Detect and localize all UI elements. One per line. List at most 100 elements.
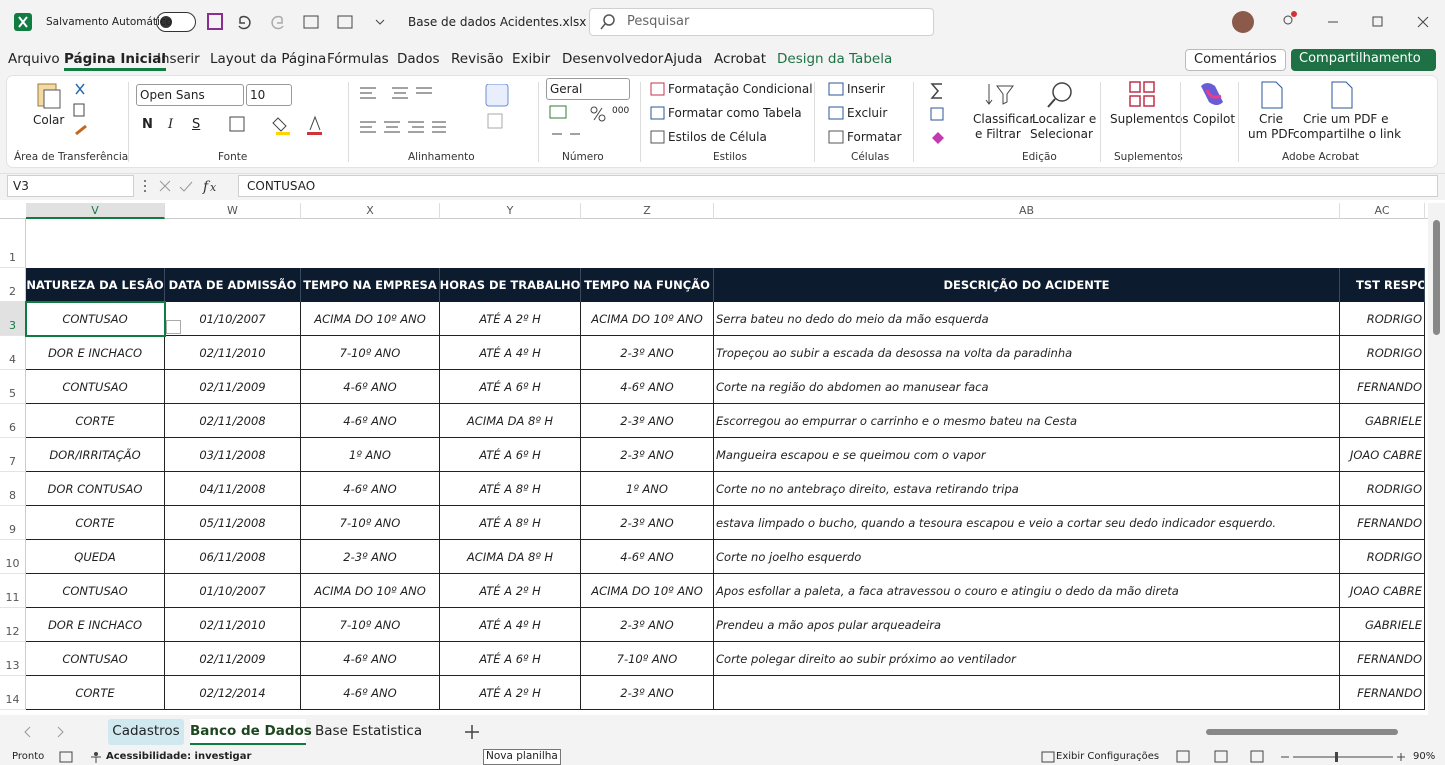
number-format-select[interactable]: Geral (546, 78, 630, 100)
menu-tab[interactable]: Arquivo (8, 51, 60, 67)
share-pdf-button[interactable]: compartilhe o link (1293, 127, 1402, 141)
table-cell: RODRIGO (1340, 336, 1425, 370)
table-cell: 2-3º ANO (581, 336, 714, 370)
number-tools[interactable] (546, 104, 610, 144)
styles-button[interactable]: Estilos de Célula (668, 130, 767, 144)
name-box[interactable] (7, 175, 134, 197)
add-sheet-button-glyph (465, 725, 479, 739)
create-pdf-button[interactable]: um PDF (1248, 127, 1295, 141)
sheet-tab[interactable]: Cadastros (108, 719, 184, 745)
italic-button[interactable]: I (168, 117, 174, 132)
editing-icons[interactable] (928, 80, 968, 144)
zoom-controls[interactable] (1175, 749, 1405, 765)
accessibility-status[interactable]: Acessibilidade: investigar (106, 751, 252, 762)
table-cell: ATÉ A 2º H (440, 676, 581, 710)
share-pdf-button[interactable]: Crie um PDF e (1303, 112, 1389, 126)
display-settings[interactable]: Exibir Configurações (1056, 751, 1160, 762)
acrobat-icons[interactable] (1258, 80, 1368, 110)
sheet-tab[interactable]: Base Estatistica (315, 723, 423, 739)
macro-record-glyph (59, 751, 73, 763)
sort-filter-button[interactable]: Classificar (973, 112, 1035, 126)
font-size-select[interactable]: 10 (246, 84, 292, 106)
macro-record[interactable] (58, 750, 74, 764)
create-pdf-button[interactable]: Crie (1259, 112, 1284, 126)
cells-button[interactable]: Formatar (847, 130, 902, 144)
search-box[interactable] (589, 8, 934, 36)
bold-button[interactable]: N (142, 117, 153, 132)
underline-button[interactable]: S (192, 117, 201, 132)
alignment-tools-glyph (360, 83, 509, 133)
share-button[interactable]: Compartilhamento (1291, 49, 1436, 71)
quick-access-toolbar[interactable] (206, 13, 386, 31)
table-cell: Serra bateu no dedo do meio da mão esque… (714, 302, 1340, 336)
display-icon[interactable] (1040, 750, 1056, 764)
group-separator (913, 82, 914, 162)
menu-tab[interactable]: Fórmulas (327, 51, 389, 67)
cells-button[interactable]: Excluir (847, 106, 888, 120)
table-cell: GABRIELE (1340, 404, 1425, 438)
autosave-toggle[interactable] (156, 12, 196, 32)
zoom-controls-glyph (1176, 750, 1405, 763)
row-header: 14 (0, 676, 26, 710)
group-separator (1100, 82, 1101, 162)
alignment-tools[interactable] (356, 83, 536, 144)
copilot-icon[interactable] (1197, 80, 1227, 110)
paste-button[interactable]: Colar (33, 113, 65, 127)
table-cell: CONTUSAO (26, 370, 165, 404)
sort-filter-button[interactable]: e Filtrar (975, 127, 1021, 141)
table-cell: 4-6º ANO (301, 642, 440, 676)
menu-tab[interactable]: Revisão (451, 51, 504, 67)
number-tools-glyph (549, 105, 606, 135)
menu-tab[interactable]: Página Inicial (64, 51, 166, 71)
dropdown-button[interactable] (166, 320, 181, 334)
addins-button[interactable]: Suplementos (1110, 112, 1189, 126)
menu-tab[interactable]: Exibir (512, 51, 551, 67)
table-cell: Corte no no antebraço direito, estava re… (714, 472, 1340, 506)
cells-icons[interactable] (827, 80, 845, 144)
table-cell: ATÉ A 4º H (440, 336, 581, 370)
thousands-button[interactable]: 000 (612, 106, 630, 116)
cell-reference: V3 (13, 179, 29, 193)
table-cell: QUEDA (26, 540, 165, 574)
formula-input[interactable] (238, 175, 1438, 197)
scroll-thumb[interactable] (1433, 220, 1440, 335)
menu-tab[interactable]: Ajuda (664, 51, 703, 67)
find-select-button[interactable]: Localizar e (1032, 112, 1097, 126)
window-controls[interactable] (1280, 10, 1440, 34)
user-avatar[interactable] (1232, 11, 1254, 33)
menu-tab[interactable]: Dados (397, 51, 440, 67)
accessibility-icon[interactable] (88, 750, 104, 764)
styles-button[interactable]: Formatação Condicional (668, 82, 813, 96)
sort-icon[interactable] (985, 80, 1015, 110)
search-placeholder[interactable]: Pesquisar (627, 14, 690, 29)
font-name-select[interactable]: Open Sans (136, 84, 244, 106)
group-separator (814, 82, 815, 162)
vertical-scrollbar[interactable] (1428, 203, 1445, 715)
comments-button[interactable]: Comentários (1185, 49, 1286, 71)
table-cell: ACIMA DA 8º H (440, 540, 581, 574)
file-name[interactable]: Base de dados Acidentes.xlsx (408, 15, 587, 29)
column-header: Y (440, 203, 581, 219)
row-header: 3 (0, 302, 26, 336)
font-tools[interactable] (228, 114, 338, 136)
styles-button[interactable]: Formatar como Tabela (668, 106, 802, 120)
copilot-button[interactable]: Copilot (1193, 112, 1236, 126)
paste-icon[interactable] (34, 80, 64, 110)
addins-icon[interactable] (1128, 80, 1158, 110)
find-icon[interactable] (1046, 80, 1076, 110)
zoom-level[interactable]: 90% (1413, 751, 1436, 762)
cells-button[interactable]: Inserir (847, 82, 885, 96)
sheet-tab[interactable]: Banco de Dados (190, 719, 312, 745)
menu-tab[interactable]: Inserir (157, 51, 200, 67)
sheet-nav[interactable] (20, 724, 70, 740)
find-select-button[interactable]: Selecionar (1030, 127, 1093, 141)
clipboard-tools[interactable] (70, 80, 106, 140)
styles-icons[interactable] (649, 80, 667, 144)
menu-tab[interactable]: Design da Tabela (777, 51, 893, 67)
menu-tab[interactable]: Desenvolvedor (562, 51, 664, 67)
menu-tab[interactable]: Acrobat (714, 51, 767, 67)
menu-tab[interactable]: Layout da Página (210, 51, 327, 67)
add-sheet-button[interactable] (462, 722, 482, 742)
h-scroll-thumb[interactable] (1206, 729, 1398, 735)
